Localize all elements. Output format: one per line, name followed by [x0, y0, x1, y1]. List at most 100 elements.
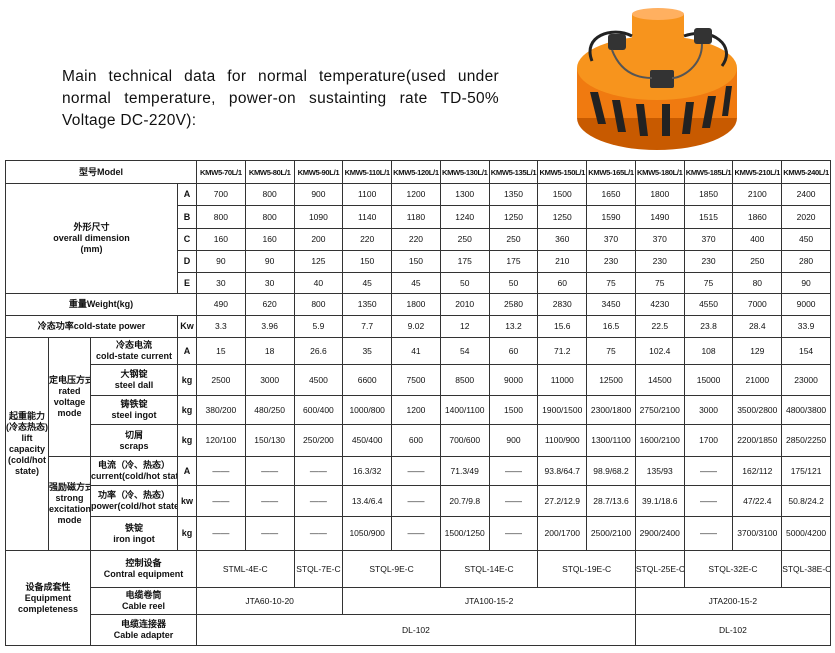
value-cell: 1490 [634, 205, 685, 229]
value-cell: —— [244, 456, 295, 486]
value-cell: 75 [586, 337, 636, 365]
table-row: 设备成套性 Equipment completeness 控制设备 Contral eq… [5, 550, 831, 646]
value-cell: 1300 [439, 183, 490, 206]
value-cell: 125 [293, 250, 344, 273]
value-cell: 11000 [537, 364, 588, 396]
value-cell: 230 [683, 250, 734, 273]
value-cell: 102.4 [634, 337, 685, 365]
label-line: excitation [49, 503, 91, 514]
weight-label: 重量Weight(kg) [5, 293, 197, 316]
item-label: 电缆连接器 Cable adapter [90, 614, 197, 646]
value-cell: —— [196, 485, 246, 517]
value-cell: —— [683, 516, 734, 551]
table-row: 铁锭 iron ingot kg —— —— —— 1050/900 —— 1500/1250—… [6, 516, 831, 551]
intro-text: Main technical data for normal temperatu… [62, 68, 499, 129]
value-cell: —— [244, 485, 295, 517]
item-label: 铸铁锭 steel ingot [90, 395, 178, 425]
value-cell: 900 [293, 183, 344, 206]
table-row: D 90 90 125 150 150 175 175 210 230 230 230 250 280 [6, 250, 831, 273]
dimension-key: E [177, 272, 197, 294]
value-cell: 3700/3100 [732, 516, 783, 551]
table-row: 电缆卷筒 Cable reel JTA60-10-20 JTA100-15-2 JTA2… [6, 587, 831, 615]
model-name: KMW5-185L/1 [683, 160, 734, 184]
value-cell: 450/400 [342, 424, 393, 457]
mode-label: 强励磁方式 strong excitation mode [48, 456, 91, 551]
table-row: 切屑 scraps kg 120/100 150/130 250/200 450/400 60… [6, 424, 831, 457]
value-cell: 108 [683, 337, 734, 365]
value-cell: 13.2 [488, 315, 539, 338]
unit-label: kg [177, 364, 197, 396]
table-row: 重量Weight(kg) 490 620 800 1350 1800 2010 2580 283… [5, 293, 831, 316]
value-cell: 800 [244, 205, 295, 229]
value-cell: 480/250 [244, 395, 295, 425]
value-cell: —— [293, 456, 344, 486]
value-cell: 1250 [488, 205, 539, 229]
lift-label: 起重能力 (冷态热态) lift capacity (cold/hot state) [5, 337, 49, 551]
table-row: 强励磁方式 strong excitation mode 电流（冷、热态） current… [6, 456, 831, 551]
value-cell: 27.2/12.9 [537, 485, 588, 517]
value-cell: 370 [586, 228, 636, 251]
value-cell: 1240 [439, 205, 490, 229]
equipment-label: 设备成套性 Equipment completeness [5, 550, 91, 646]
table-row: 冷态功率cold-state power Kw 3.3 3.96 5.9 7.7 9.02 1… [5, 315, 831, 338]
value-cell: 150/130 [244, 424, 295, 457]
value-cell: 800 [196, 205, 246, 229]
table-row: E 30 30 40 45 45 50 50 60 75 75 75 80 90 [6, 272, 831, 294]
label-line: Contral equipment [103, 569, 184, 579]
value-cell: —— [244, 516, 295, 551]
dimension-key: A [177, 183, 197, 206]
value-cell: 800 [244, 183, 295, 206]
label-line: scraps [119, 440, 149, 451]
value-cell: 2200/1850 [732, 424, 783, 457]
value-cell: 45 [391, 272, 441, 294]
model-name: KMW5-150L/1 [537, 160, 588, 184]
value-cell: —— [683, 456, 734, 486]
value-cell: 21000 [732, 364, 783, 396]
mode-label: 定电压方式 rated voltage mode [48, 337, 91, 457]
value-cell: 800 [293, 293, 344, 316]
value-cell: 4230 [634, 293, 685, 316]
label-line: 切屑 [124, 429, 143, 440]
value-cell: 15.6 [537, 315, 588, 338]
value-cell: 90 [196, 250, 246, 273]
value-cell: 30 [244, 272, 295, 294]
value-cell: 23000 [781, 364, 831, 396]
equipment-cell: STML-4E-C [196, 550, 295, 588]
value-cell: 2900/2400 [634, 516, 685, 551]
value-cell: 490 [196, 293, 246, 316]
model-name: KMW5-210L/1 [732, 160, 783, 184]
label-line: 电缆连接器 [120, 619, 166, 629]
value-cell: 28.4 [732, 315, 783, 338]
value-cell: 360 [537, 228, 588, 251]
value-cell: 98.9/68.2 [586, 456, 636, 486]
value-cell: 60 [488, 337, 539, 365]
table-row: 型号Model KMW5-70L/1 KMW5-80L/1 KMW5-90L/1 KMW… [5, 160, 831, 184]
value-cell: 39.1/18.6 [634, 485, 685, 517]
unit-label: kg [177, 424, 197, 457]
label-line: 电缆卷筒 [125, 590, 162, 600]
table-row: 起重能力 (冷态热态) lift capacity (cold/hot state) 定电压… [5, 337, 831, 551]
value-cell: 7500 [391, 364, 441, 396]
value-cell: 4500 [293, 364, 344, 396]
unit-label: Kw [177, 315, 197, 338]
unit-label: A [177, 456, 197, 486]
value-cell: 2500/2100 [586, 516, 636, 551]
value-cell: —— [683, 485, 734, 517]
label-line: mode [57, 514, 82, 525]
value-cell: 1100 [342, 183, 393, 206]
label-line: lift [21, 433, 33, 443]
value-cell: 50 [439, 272, 490, 294]
item-label: 铁锭 iron ingot [90, 516, 178, 551]
label-line: completeness [17, 603, 79, 614]
value-cell: 135/93 [634, 456, 685, 486]
value-cell: —— [488, 485, 539, 517]
value-cell: 3.3 [196, 315, 246, 338]
value-cell: 600 [391, 424, 441, 457]
equipment-cell: JTA200-15-2 [634, 587, 831, 615]
value-cell: 2750/2100 [634, 395, 685, 425]
value-cell: 160 [196, 228, 246, 251]
value-cell: 3000 [683, 395, 734, 425]
label-line: rated [58, 386, 81, 396]
value-cell: 35 [342, 337, 393, 365]
value-cell: 230 [586, 250, 636, 273]
